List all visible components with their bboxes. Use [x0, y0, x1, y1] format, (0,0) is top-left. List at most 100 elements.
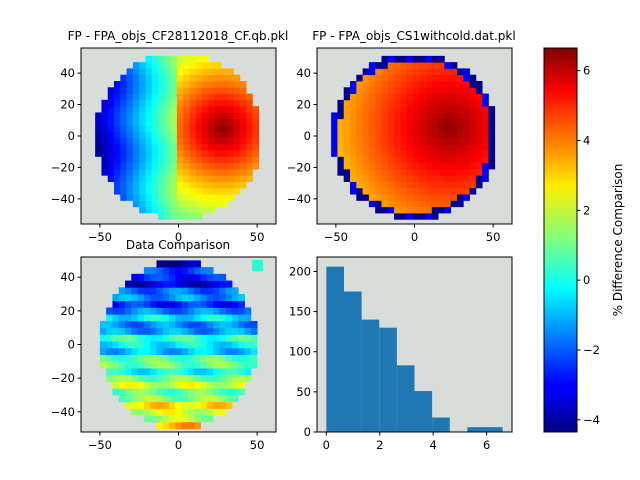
heatmap-cell: [425, 194, 433, 201]
heatmap-cell: [438, 74, 445, 82]
heatmap-cell: [175, 273, 183, 281]
heatmap-cell: [175, 394, 183, 403]
heatmap-cell: [406, 87, 414, 94]
heatmap-cell: [156, 388, 164, 396]
heatmap-cell: [195, 194, 203, 201]
heatmap-cell: [406, 118, 414, 126]
heatmap-cell: [220, 81, 228, 88]
heatmap-cell: [343, 137, 351, 145]
heatmap-cell: [331, 131, 338, 138]
heatmap-cell: [169, 415, 176, 423]
heatmap-cell: [231, 341, 239, 349]
heatmap-cell: [450, 125, 458, 132]
heatmap-cell: [106, 368, 113, 376]
heatmap-cell: [381, 200, 389, 208]
heatmap-cell: [220, 74, 228, 82]
heatmap-cell: [412, 99, 420, 107]
x-tick-label: 0: [175, 230, 182, 244]
heatmap-cell: [175, 421, 183, 430]
heatmap-cell: [381, 118, 389, 126]
heatmap-cell: [176, 112, 184, 120]
heatmap-cell: [170, 213, 178, 220]
heatmap-cell: [120, 150, 128, 157]
heatmap-cell: [368, 162, 376, 170]
heatmap-cell: [337, 156, 345, 164]
heatmap-cell: [189, 181, 197, 189]
heatmap-cell: [126, 112, 134, 120]
heatmap-cell: [419, 200, 426, 208]
heatmap-cell: [475, 118, 483, 126]
heatmap-cell: [206, 361, 214, 369]
heatmap-cell: [394, 162, 401, 170]
heatmap-cell: [425, 200, 433, 208]
heatmap-cell: [475, 143, 483, 151]
heatmap-cell: [450, 187, 458, 195]
heatmap-cell: [125, 280, 132, 288]
heatmap-cell: [131, 381, 139, 389]
heatmap-cell: [231, 361, 239, 369]
heatmap-cell: [438, 162, 445, 170]
heatmap-cell: [181, 394, 189, 403]
heatmap-cell: [175, 388, 183, 396]
heatmap-cell: [438, 143, 445, 151]
heatmap-cell: [162, 401, 170, 409]
heatmap-cell: [431, 162, 439, 170]
heatmap-cell: [208, 206, 216, 214]
heatmap-cell: [208, 118, 216, 126]
heatmap-cell: [412, 87, 420, 94]
heatmap-cell: [469, 187, 477, 195]
heatmap-cell: [381, 125, 389, 132]
heatmap-cell: [202, 206, 209, 214]
heatmap-cell: [375, 143, 382, 151]
heatmap-cell: [362, 81, 370, 88]
heatmap-cell: [202, 106, 209, 113]
heatmap-cell: [118, 294, 126, 302]
heatmap-cell: [112, 320, 120, 329]
heatmap-cell: [170, 131, 178, 138]
heatmap-cell: [145, 143, 153, 151]
heatmap-cell: [169, 260, 176, 268]
heatmap-cell: [187, 307, 195, 315]
heatmap-cell: [233, 99, 241, 107]
heatmap-cell: [151, 206, 159, 214]
heatmap-cell: [158, 118, 165, 126]
heatmap-cell: [431, 125, 439, 132]
heatmap-cell: [150, 354, 157, 362]
heatmap-cell: [137, 320, 145, 329]
heatmap-cell: [208, 131, 216, 138]
heatmap-cell: [131, 354, 139, 362]
heatmap-cell: [145, 169, 153, 176]
heatmap-cell: [208, 137, 216, 145]
heatmap-cell: [444, 181, 452, 189]
heatmap-cell: [456, 194, 464, 201]
heatmap-cell: [406, 99, 414, 107]
heatmap-cell: [444, 87, 452, 94]
heatmap-cell: [362, 175, 370, 182]
heatmap-cell: [431, 143, 439, 151]
heatmap-cell: [151, 62, 159, 69]
heatmap-cell: [214, 187, 222, 195]
heatmap-cell: [231, 381, 239, 389]
heatmap-cell: [187, 320, 195, 329]
heatmap-cell: [456, 150, 464, 157]
heatmap-cell: [164, 93, 172, 101]
heatmap-cell: [239, 162, 247, 170]
heatmap-cell: [456, 99, 464, 107]
heatmap-cell: [213, 388, 220, 396]
heatmap-cell: [139, 200, 146, 208]
heatmap-cell: [143, 294, 151, 302]
heatmap-cell: [463, 99, 470, 107]
heatmap-cell: [438, 206, 445, 214]
heatmap-cell: [213, 273, 220, 281]
heatmap-cell: [219, 361, 227, 369]
heatmap-cell: [362, 74, 370, 82]
heatmap-cell: [120, 106, 128, 113]
heatmap-cell: [107, 169, 115, 176]
heatmap-cell: [213, 401, 220, 409]
heatmap-cell: [431, 150, 439, 157]
y-tick-label: −40: [51, 405, 75, 419]
heatmap-cell: [463, 131, 470, 138]
heatmap-cell: [143, 394, 151, 403]
heatmap-cell: [175, 267, 183, 275]
